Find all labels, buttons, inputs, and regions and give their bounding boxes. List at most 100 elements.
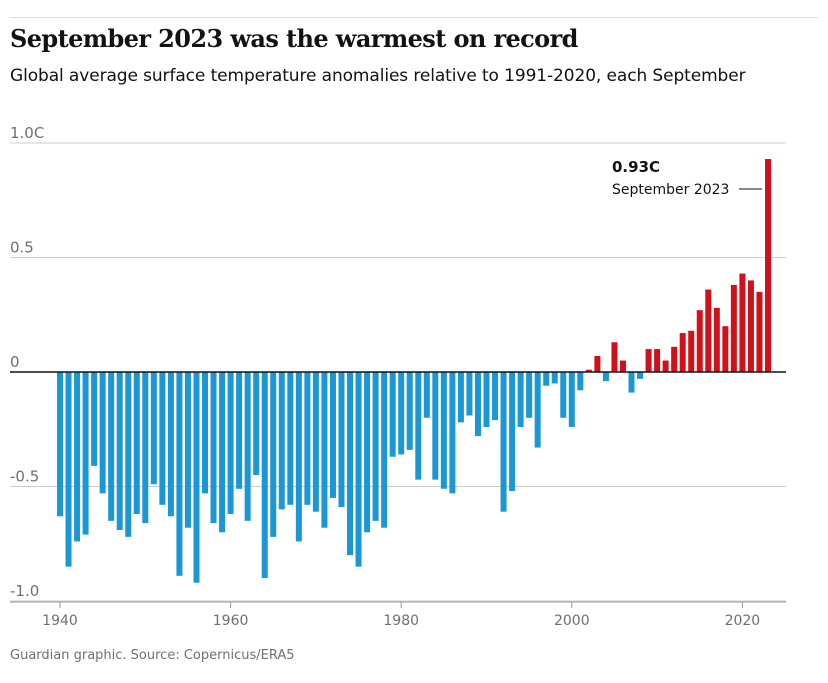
bar-1950 [142,372,149,524]
bar-2007 [628,372,635,393]
bar-1996 [534,372,541,448]
bar-2012 [671,346,678,372]
bar-2021 [747,280,754,372]
bar-1991 [492,372,499,421]
chart-subtitle: Global average surface temperature anoma… [10,66,746,86]
annotation-label: September 2023 [612,182,729,198]
bar-2004 [602,372,609,382]
bar-2022 [756,291,763,372]
bar-1958 [210,372,217,524]
bar-1944 [91,372,98,466]
bar-2015 [696,310,703,372]
bar-2017 [713,307,720,372]
bar-1972 [329,372,336,498]
bar-1995 [526,372,533,418]
bar-2014 [688,330,695,372]
bar-1968 [295,372,302,542]
bar-1969 [304,372,311,505]
x-tick-label: 2000 [554,613,590,629]
bar-1943 [82,372,89,535]
bar-1962 [244,372,251,521]
bar-1983 [423,372,430,418]
bar-2009 [645,349,652,372]
bar-2013 [679,333,686,372]
bar-2008 [637,372,644,379]
bar-1982 [415,372,422,480]
bar-1971 [321,372,328,528]
bar-1981 [406,372,413,450]
bar-1988 [466,372,473,416]
bar-1970 [312,372,319,512]
bar-2019 [730,284,737,372]
bar-2016 [705,289,712,372]
bar-2010 [654,349,661,372]
x-tick-label: 1960 [213,613,249,629]
bar-2001 [577,372,584,391]
bar-1957 [202,372,209,494]
bar-1964 [261,372,268,579]
x-tick-label: 1980 [383,613,419,629]
y-tick-label: -1.0 [10,582,39,600]
bar-1965 [270,372,277,537]
bar-1942 [74,372,81,542]
bar-2023 [764,159,771,372]
annotation-value: 0.93C [612,158,660,176]
bar-1955 [184,372,191,528]
bar-1952 [159,372,166,505]
bar-1993 [509,372,516,492]
bar-1966 [278,372,285,510]
bar-1945 [99,372,106,494]
y-tick-label: 1.0C [10,124,44,142]
bar-1979 [389,372,396,457]
bar-1980 [398,372,405,455]
y-tick-label: 0.5 [10,239,34,257]
bar-2000 [568,372,575,427]
bar-2011 [662,360,669,372]
bar-1961 [236,372,243,489]
bar-1987 [457,372,464,423]
bar-1994 [517,372,524,427]
bar-1963 [253,372,260,476]
bar-1947 [116,372,123,531]
bar-2020 [739,273,746,372]
bar-1974 [347,372,354,556]
bar-1953 [167,372,174,517]
bar-1975 [355,372,362,567]
annotation: 0.93C September 2023 [612,158,762,198]
x-tick-label: 1940 [42,613,78,629]
top-rule [10,17,818,18]
bar-1954 [176,372,183,576]
bar-1986 [449,372,456,494]
bar-1941 [65,372,72,567]
bar-1976 [364,372,371,533]
y-tick-label: -0.5 [10,468,39,486]
bar-1998 [551,372,558,384]
bar-1989 [474,372,481,437]
bar-1997 [543,372,550,386]
source-note: Guardian graphic. Source: Copernicus/ERA… [10,648,295,663]
bar-1959 [219,372,226,533]
bar-1951 [150,372,157,485]
bar-2002 [585,369,592,372]
bar-1973 [338,372,345,508]
bar-1978 [381,372,388,528]
bar-2006 [619,360,626,372]
gridlines [10,142,786,602]
bar-2018 [722,326,729,372]
bar-1984 [432,372,439,480]
bar-2003 [594,355,601,372]
bar-2005 [611,342,618,372]
bar-1992 [500,372,507,512]
bar-1940 [57,372,63,517]
bar-1946 [108,372,115,521]
bar-1999 [560,372,567,418]
bar-1990 [483,372,490,427]
bar-1948 [125,372,132,537]
bar-1960 [227,372,234,514]
bar-1977 [372,372,379,521]
chart-title: September 2023 was the warmest on record [10,24,578,53]
bars [57,159,771,583]
bar-1967 [287,372,294,505]
